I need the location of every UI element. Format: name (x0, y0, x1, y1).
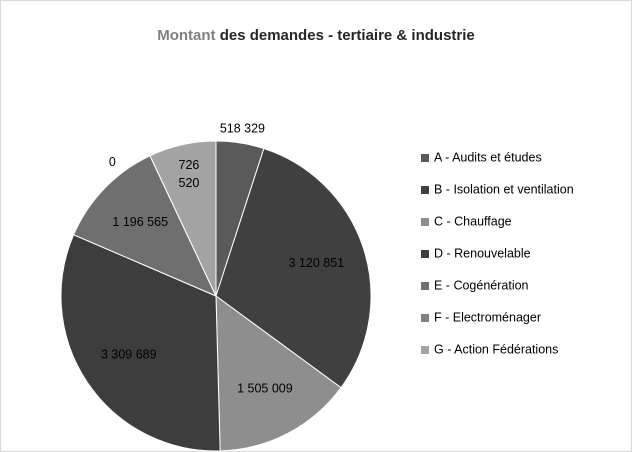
chart-title: Montant des demandes - tertiaire & indus… (157, 27, 475, 44)
data-label: 1 196 565 (112, 215, 168, 229)
legend-swatch (421, 282, 429, 290)
pie-slice (215, 294, 342, 452)
data-label: 518 329 (220, 121, 265, 135)
data-label: 726 520 (179, 158, 200, 190)
pie-slice (149, 140, 217, 297)
data-label: 3 120 851 (289, 256, 345, 270)
pie-slice (72, 155, 218, 297)
legend-label: E - Cogénération (434, 278, 529, 292)
legend-label: C - Chauffage (434, 214, 512, 228)
pie-slice (60, 234, 221, 452)
pie-slice (215, 147, 372, 389)
legend-swatch (421, 314, 429, 322)
data-label: 0 (109, 155, 116, 169)
legend-swatch (421, 346, 429, 354)
legend-swatch (421, 186, 429, 194)
legend-label: A - Audits et études (434, 150, 542, 164)
legend-swatch (421, 250, 429, 258)
legend-swatch (421, 218, 429, 226)
legend-swatch (421, 154, 429, 162)
legend-label: D - Renouvelable (434, 246, 531, 260)
legend-label: F - Electroménager (434, 310, 541, 324)
legend-label: B - Isolation et ventilation (434, 182, 574, 196)
data-label: 3 309 689 (101, 347, 157, 361)
data-label: 1 505 009 (237, 382, 293, 396)
legend-label: G - Action Fédérations (434, 342, 558, 356)
